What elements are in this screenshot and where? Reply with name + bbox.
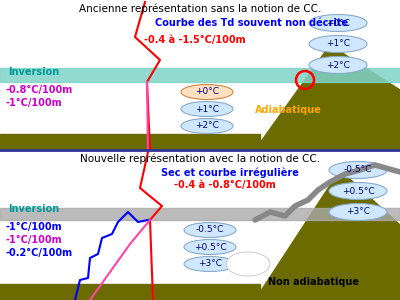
Text: +3°C: +3°C [198, 260, 222, 268]
Ellipse shape [184, 223, 236, 238]
Text: +0°C: +0°C [326, 19, 350, 28]
Text: Inversion: Inversion [8, 67, 59, 77]
Text: Sec et courbe irrégulière: Sec et courbe irrégulière [161, 167, 299, 178]
Text: -0.5°C: -0.5°C [196, 226, 224, 235]
Ellipse shape [329, 182, 387, 200]
Text: -0.5°C: -0.5°C [344, 166, 372, 175]
Ellipse shape [184, 239, 236, 254]
Text: +0.5°C: +0.5°C [194, 242, 226, 251]
Polygon shape [255, 170, 400, 300]
Polygon shape [226, 252, 270, 276]
Bar [0, 0, 400, 150]
Text: Ancienne représentation sans la notion de CC.: Ancienne représentation sans la notion d… [79, 4, 321, 14]
Ellipse shape [184, 256, 236, 272]
Ellipse shape [309, 14, 367, 32]
Text: +1°C: +1°C [195, 104, 219, 113]
Ellipse shape [329, 203, 387, 220]
Ellipse shape [181, 118, 233, 134]
Text: +0°C: +0°C [195, 88, 219, 97]
Text: Nouvelle représentation avec la notion de CC.: Nouvelle représentation avec la notion d… [80, 153, 320, 164]
Ellipse shape [181, 85, 233, 100]
Bar [0, 208, 400, 220]
Text: -1°C/100m: -1°C/100m [5, 222, 62, 232]
Ellipse shape [309, 56, 367, 74]
Text: Inversion: Inversion [8, 204, 59, 214]
Text: Non adiabatique: Non adiabatique [268, 277, 359, 287]
Text: Courbe des Td souvent non décrite: Courbe des Td souvent non décrite [155, 18, 348, 28]
Text: -0.4 à -0.8°C/100m: -0.4 à -0.8°C/100m [174, 180, 276, 190]
Text: -1°C/100m: -1°C/100m [5, 98, 62, 108]
Bar [0, 68, 400, 82]
Text: -0.8°C/100m: -0.8°C/100m [5, 85, 72, 95]
Text: -0.4 à -1.5°C/100m: -0.4 à -1.5°C/100m [144, 35, 246, 45]
Text: -0.2°C/100m: -0.2°C/100m [5, 248, 72, 258]
Text: Adiabatique: Adiabatique [255, 105, 322, 115]
Bar [0, 134, 260, 150]
Text: +2°C: +2°C [326, 61, 350, 70]
Text: +3°C: +3°C [346, 208, 370, 217]
Ellipse shape [181, 101, 233, 116]
Ellipse shape [329, 161, 387, 178]
Text: +1°C: +1°C [326, 40, 350, 49]
Text: +2°C: +2°C [195, 122, 219, 130]
Text: -1°C/100m: -1°C/100m [5, 235, 62, 245]
Bar [0, 150, 400, 300]
Bar [0, 284, 260, 300]
Polygon shape [255, 45, 400, 150]
Text: +0.5°C: +0.5°C [342, 187, 374, 196]
Ellipse shape [309, 35, 367, 52]
